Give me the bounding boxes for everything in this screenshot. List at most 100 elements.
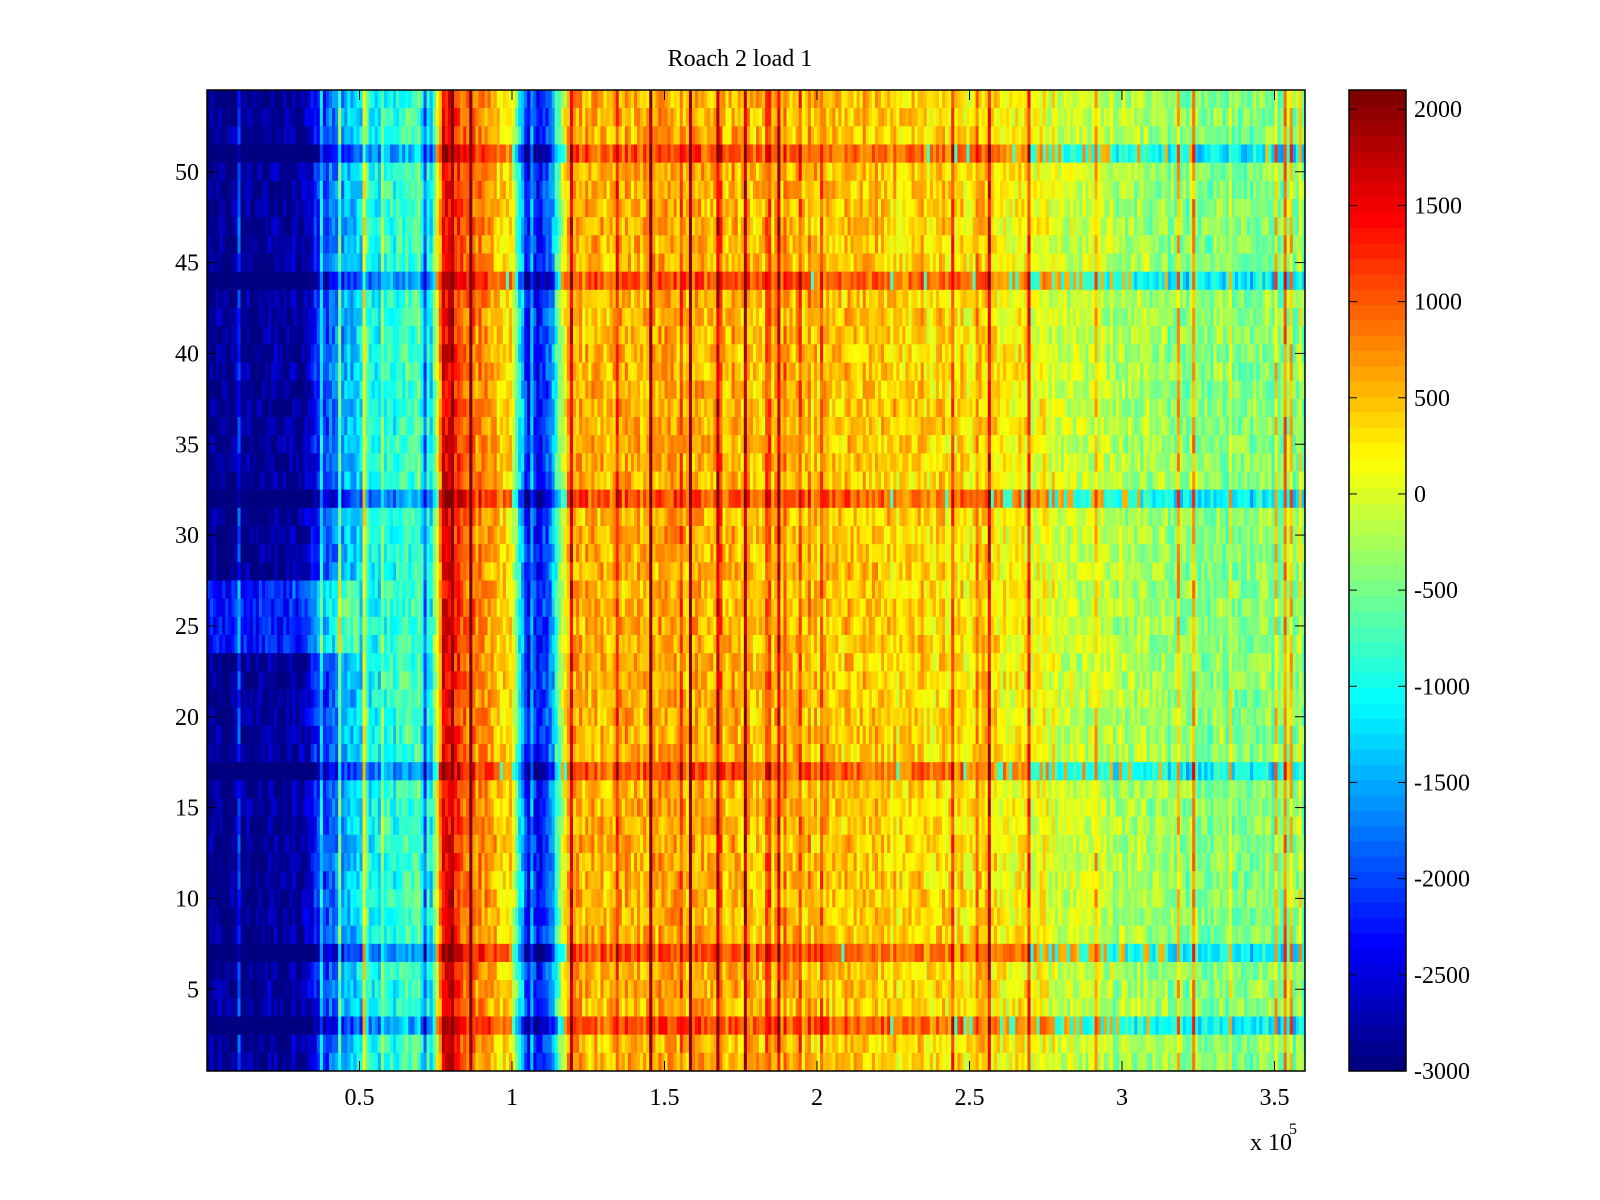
heatmap-cell xyxy=(732,126,735,145)
heatmap-cell xyxy=(799,163,802,182)
heatmap-cell xyxy=(1101,272,1104,291)
heatmap-cell xyxy=(1247,126,1250,145)
heatmap-cell xyxy=(463,217,466,236)
heatmap-cell xyxy=(253,108,256,127)
heatmap-cell xyxy=(680,181,683,200)
heatmap-cell xyxy=(506,217,509,236)
heatmap-cell xyxy=(1262,126,1265,145)
heatmap-cell xyxy=(1113,326,1116,345)
heatmap-cell xyxy=(1143,181,1146,200)
heatmap-cell xyxy=(219,290,222,309)
heatmap-cell xyxy=(222,272,225,291)
heatmap-cell xyxy=(567,199,570,218)
heatmap-cell xyxy=(808,272,811,291)
heatmap-cell xyxy=(1122,126,1125,145)
heatmap-cell xyxy=(384,163,387,182)
heatmap-cell xyxy=(719,308,722,327)
heatmap-cell xyxy=(790,272,793,291)
heatmap-cell xyxy=(915,326,918,345)
heatmap-cell xyxy=(308,126,311,145)
heatmap-cell xyxy=(750,235,753,254)
heatmap-cell xyxy=(1085,326,1088,345)
heatmap-cell xyxy=(555,217,558,236)
heatmap-cell xyxy=(774,108,777,127)
heatmap-cell xyxy=(1076,199,1079,218)
heatmap-cell xyxy=(710,308,713,327)
heatmap-cell xyxy=(454,290,457,309)
heatmap-cell xyxy=(646,108,649,127)
heatmap-cell xyxy=(744,199,747,218)
heatmap-cell xyxy=(1241,145,1244,164)
heatmap-cell xyxy=(1162,90,1165,109)
heatmap-cell xyxy=(976,235,979,254)
heatmap-cell xyxy=(1046,272,1049,291)
heatmap-cell xyxy=(219,272,222,291)
heatmap-cell xyxy=(1131,290,1134,309)
heatmap-cell xyxy=(588,126,591,145)
heatmap-cell xyxy=(1296,126,1299,145)
heatmap-cell xyxy=(469,272,472,291)
heatmap-cell xyxy=(777,90,780,109)
heatmap-cell xyxy=(787,181,790,200)
heatmap-cell xyxy=(1146,308,1149,327)
heatmap-cell xyxy=(1244,308,1247,327)
heatmap-cell xyxy=(613,235,616,254)
heatmap-cell xyxy=(1247,308,1250,327)
heatmap-cell xyxy=(335,90,338,109)
heatmap-cell xyxy=(841,199,844,218)
heatmap-cell xyxy=(1223,199,1226,218)
heatmap-cell xyxy=(957,199,960,218)
heatmap-cell xyxy=(1055,90,1058,109)
heatmap-cell xyxy=(844,199,847,218)
heatmap-cell xyxy=(1018,108,1021,127)
heatmap-cell xyxy=(1268,217,1271,236)
heatmap-cell xyxy=(411,272,414,291)
heatmap-cell xyxy=(957,163,960,182)
heatmap-cell xyxy=(448,90,451,109)
heatmap-cell xyxy=(716,326,719,345)
heatmap-cell xyxy=(1088,199,1091,218)
heatmap-cell xyxy=(719,145,722,164)
heatmap-cell xyxy=(942,235,945,254)
heatmap-cell xyxy=(295,108,298,127)
heatmap-cell xyxy=(722,326,725,345)
heatmap-cell xyxy=(469,90,472,109)
heatmap-cell xyxy=(405,290,408,309)
heatmap-cell xyxy=(1159,235,1162,254)
heatmap-cell xyxy=(485,254,488,273)
heatmap-cell xyxy=(460,308,463,327)
heatmap-cell xyxy=(610,108,613,127)
heatmap-cell xyxy=(1183,272,1186,291)
heatmap-cell xyxy=(314,126,317,145)
heatmap-cell xyxy=(814,126,817,145)
heatmap-cell xyxy=(1009,181,1012,200)
heatmap-cell xyxy=(238,272,241,291)
heatmap-cell xyxy=(780,308,783,327)
heatmap-cell xyxy=(1049,163,1052,182)
heatmap-cell xyxy=(561,90,564,109)
heatmap-cell xyxy=(1082,290,1085,309)
heatmap-cell xyxy=(634,326,637,345)
heatmap-cell xyxy=(799,272,802,291)
heatmap-cell xyxy=(314,235,317,254)
heatmap-cell xyxy=(1021,272,1024,291)
heatmap-cell xyxy=(1064,308,1067,327)
heatmap-cell xyxy=(1003,326,1006,345)
heatmap-cell xyxy=(1113,108,1116,127)
heatmap-cell xyxy=(1259,290,1262,309)
heatmap-cell xyxy=(579,199,582,218)
heatmap-cell xyxy=(1214,308,1217,327)
heatmap-cell xyxy=(905,235,908,254)
heatmap-cell xyxy=(286,326,289,345)
heatmap-cell xyxy=(402,108,405,127)
heatmap-cell xyxy=(381,235,384,254)
heatmap-cell xyxy=(607,254,610,273)
heatmap-cell xyxy=(1241,126,1244,145)
heatmap-cell xyxy=(796,163,799,182)
heatmap-cell xyxy=(530,308,533,327)
heatmap-cell xyxy=(436,272,439,291)
heatmap-cell xyxy=(1244,199,1247,218)
heatmap-cell xyxy=(314,90,317,109)
heatmap-cell xyxy=(616,181,619,200)
heatmap-cell xyxy=(677,217,680,236)
